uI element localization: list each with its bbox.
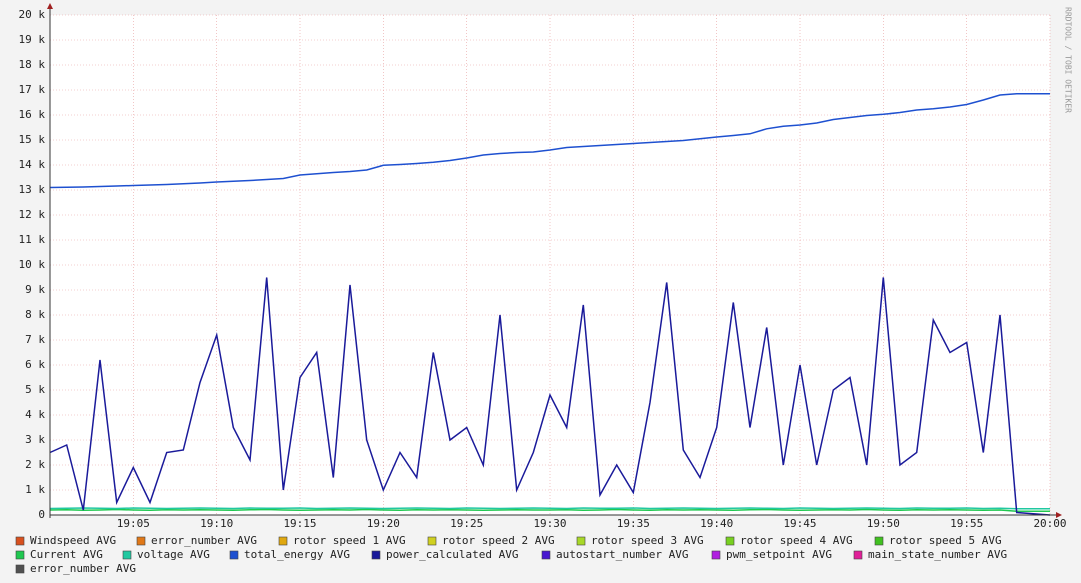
y-tick-label: 6 k (25, 358, 45, 371)
legend-label: pwm_setpoint AVG (726, 548, 832, 561)
legend-label: rotor speed 4 AVG (740, 534, 853, 547)
legend-label: error_number AVG (151, 534, 257, 547)
legend-swatch (371, 550, 381, 560)
watermark: RRDTOOL / TOBI OETIKER (1064, 7, 1073, 113)
legend-swatch (136, 536, 146, 546)
x-tick-label: 19:05 (117, 517, 150, 530)
y-tick-label: 19 k (19, 33, 46, 46)
y-tick-label: 5 k (25, 383, 45, 396)
x-tick-label: 19:15 (283, 517, 316, 530)
legend-swatch (229, 550, 239, 560)
y-tick-label: 20 k (19, 8, 46, 21)
legend-swatch (874, 536, 884, 546)
legend-label: power_calculated AVG (386, 548, 518, 561)
legend-label: Windspeed AVG (30, 534, 116, 547)
x-tick-label: 20:00 (1033, 517, 1066, 530)
x-tick-label: 19:25 (450, 517, 483, 530)
legend-label: main_state_number AVG (868, 548, 1007, 561)
legend-label: autostart_number AVG (556, 548, 688, 561)
y-tick-label: 4 k (25, 408, 45, 421)
x-tick-label: 19:10 (200, 517, 233, 530)
y-tick-label: 11 k (19, 233, 46, 246)
legend-swatch (122, 550, 132, 560)
legend-swatch (278, 536, 288, 546)
y-tick-label: 8 k (25, 308, 45, 321)
legend-label: rotor speed 1 AVG (293, 534, 406, 547)
x-tick-label: 19:40 (700, 517, 733, 530)
legend-label: Current AVG (30, 548, 103, 561)
y-tick-label: 9 k (25, 283, 45, 296)
y-tick-label: 14 k (19, 158, 46, 171)
series-line (49, 277, 1051, 516)
legend-swatch (15, 550, 25, 560)
y-tick-label: 17 k (19, 83, 46, 96)
y-tick-label: 10 k (19, 258, 46, 271)
y-tick-label: 18 k (19, 58, 46, 71)
legend-swatch (576, 536, 586, 546)
legend-label: rotor speed 5 AVG (889, 534, 1002, 547)
y-tick-label: 1 k (25, 483, 45, 496)
legend-label: error_number AVG (30, 562, 136, 575)
legend-label: rotor speed 3 AVG (591, 534, 704, 547)
y-tick-label: 16 k (19, 108, 46, 121)
series-line (49, 508, 1050, 513)
y-tick-label: 0 (38, 508, 45, 521)
legend-swatch (15, 564, 25, 574)
legend-swatch (853, 550, 863, 560)
x-tick-label: 19:35 (617, 517, 650, 530)
y-tick-label: 13 k (19, 183, 46, 196)
x-tick-label: 19:20 (367, 517, 400, 530)
legend-swatch (711, 550, 721, 560)
axis-arrow (1056, 512, 1062, 518)
legend-swatch (725, 536, 735, 546)
y-tick-label: 3 k (25, 433, 45, 446)
y-tick-label: 15 k (19, 133, 46, 146)
series-line (49, 507, 1050, 510)
x-tick-label: 19:30 (533, 517, 566, 530)
legend-label: total_energy AVG (244, 548, 350, 561)
legend-swatch (541, 550, 551, 560)
x-tick-label: 19:55 (950, 517, 983, 530)
legend-label: rotor speed 2 AVG (442, 534, 555, 547)
axis-arrow (47, 3, 53, 9)
x-tick-label: 19:45 (783, 517, 816, 530)
legend-label: voltage AVG (137, 548, 210, 561)
legend-swatch (427, 536, 437, 546)
y-tick-label: 12 k (19, 208, 46, 221)
y-tick-label: 2 k (25, 458, 45, 471)
series-line (49, 93, 1050, 189)
legend-swatch (15, 536, 25, 546)
y-tick-label: 7 k (25, 333, 45, 346)
x-tick-label: 19:50 (867, 517, 900, 530)
